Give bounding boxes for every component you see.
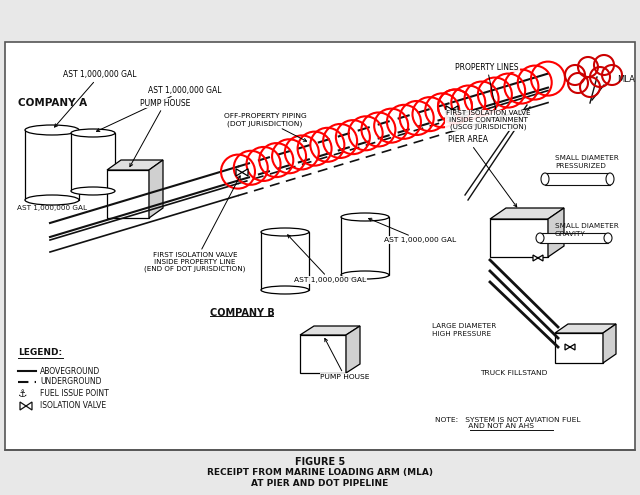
Polygon shape	[555, 333, 603, 363]
Ellipse shape	[341, 271, 389, 279]
Text: NOTE:   SYSTEM IS NOT AVIATION FUEL
              AND NOT AN AHS: NOTE: SYSTEM IS NOT AVIATION FUEL AND NO…	[435, 416, 580, 430]
Text: MLA: MLA	[617, 76, 635, 85]
Text: SMALL DIAMETER
GRAVITY: SMALL DIAMETER GRAVITY	[555, 224, 619, 237]
Ellipse shape	[536, 233, 544, 243]
Text: PUMP HOUSE: PUMP HOUSE	[320, 339, 370, 380]
Polygon shape	[107, 170, 149, 218]
Polygon shape	[25, 130, 79, 200]
Ellipse shape	[604, 233, 612, 243]
Text: COMPANY A: COMPANY A	[18, 98, 87, 108]
Polygon shape	[490, 219, 548, 257]
Text: PROPERTY LINES: PROPERTY LINES	[455, 62, 519, 121]
Text: ⚓: ⚓	[19, 389, 28, 399]
Polygon shape	[236, 169, 248, 176]
Text: FIRST ISOLATION VALVE
INSIDE CONTAINMENT
(USCG JURISDICTION): FIRST ISOLATION VALVE INSIDE CONTAINMENT…	[445, 109, 531, 130]
Text: SMALL DIAMETER
PRESSURIZED: SMALL DIAMETER PRESSURIZED	[555, 155, 619, 168]
Polygon shape	[71, 133, 115, 191]
Text: ABOVEGROUND: ABOVEGROUND	[40, 366, 100, 376]
Polygon shape	[555, 324, 616, 333]
FancyBboxPatch shape	[5, 42, 635, 450]
Ellipse shape	[261, 228, 309, 236]
Ellipse shape	[261, 286, 309, 294]
Ellipse shape	[25, 195, 79, 205]
Polygon shape	[20, 402, 32, 410]
Polygon shape	[545, 173, 610, 185]
Text: AT PIER AND DOT PIPELINE: AT PIER AND DOT PIPELINE	[252, 479, 388, 488]
Polygon shape	[107, 160, 163, 170]
Ellipse shape	[541, 173, 549, 185]
Polygon shape	[346, 326, 360, 373]
Ellipse shape	[71, 187, 115, 195]
Ellipse shape	[606, 173, 614, 185]
Text: AST 1,000,000 GAL: AST 1,000,000 GAL	[287, 235, 366, 283]
Text: RECEIPT FROM MARINE LOADING ARM (MLA): RECEIPT FROM MARINE LOADING ARM (MLA)	[207, 468, 433, 478]
Text: OFF-PROPERTY PIPING
(DOT JURISDICTION): OFF-PROPERTY PIPING (DOT JURISDICTION)	[223, 113, 307, 141]
Polygon shape	[300, 335, 346, 373]
Polygon shape	[300, 326, 360, 335]
Text: AST 1,000,000 GAL: AST 1,000,000 GAL	[369, 218, 456, 243]
Text: PUMP HOUSE: PUMP HOUSE	[130, 99, 190, 167]
Text: UNDERGROUND: UNDERGROUND	[40, 378, 102, 387]
Polygon shape	[261, 232, 309, 290]
Ellipse shape	[341, 213, 389, 221]
Polygon shape	[540, 233, 608, 243]
Text: ISOLATION VALVE: ISOLATION VALVE	[40, 401, 106, 410]
Text: FUEL ISSUE POINT: FUEL ISSUE POINT	[40, 390, 109, 398]
Polygon shape	[603, 324, 616, 363]
Text: LEGEND:: LEGEND:	[18, 348, 62, 357]
Polygon shape	[490, 208, 564, 219]
Text: AST 1,000,000 GAL: AST 1,000,000 GAL	[54, 70, 137, 127]
Ellipse shape	[25, 125, 79, 135]
Text: AST 1,000,000 GAL: AST 1,000,000 GAL	[97, 86, 221, 132]
Text: FIRST ISOLATION VALVE
INSIDE PROPERTY LINE
(END OF DOT JURISDICTION): FIRST ISOLATION VALVE INSIDE PROPERTY LI…	[144, 176, 246, 272]
Text: AST 1,000,000 GAL: AST 1,000,000 GAL	[17, 205, 87, 211]
Polygon shape	[341, 217, 389, 275]
Polygon shape	[533, 255, 543, 261]
Polygon shape	[446, 106, 458, 113]
Polygon shape	[565, 344, 575, 350]
Text: PIER AREA: PIER AREA	[448, 136, 516, 207]
Polygon shape	[548, 208, 564, 257]
Text: FIGURE 5: FIGURE 5	[295, 457, 345, 467]
Ellipse shape	[71, 129, 115, 137]
Text: COMPANY B: COMPANY B	[210, 308, 275, 318]
Polygon shape	[149, 160, 163, 218]
Text: TRUCK FILLSTAND: TRUCK FILLSTAND	[480, 370, 547, 376]
Text: LARGE DIAMETER
HIGH PRESSURE: LARGE DIAMETER HIGH PRESSURE	[432, 324, 496, 337]
